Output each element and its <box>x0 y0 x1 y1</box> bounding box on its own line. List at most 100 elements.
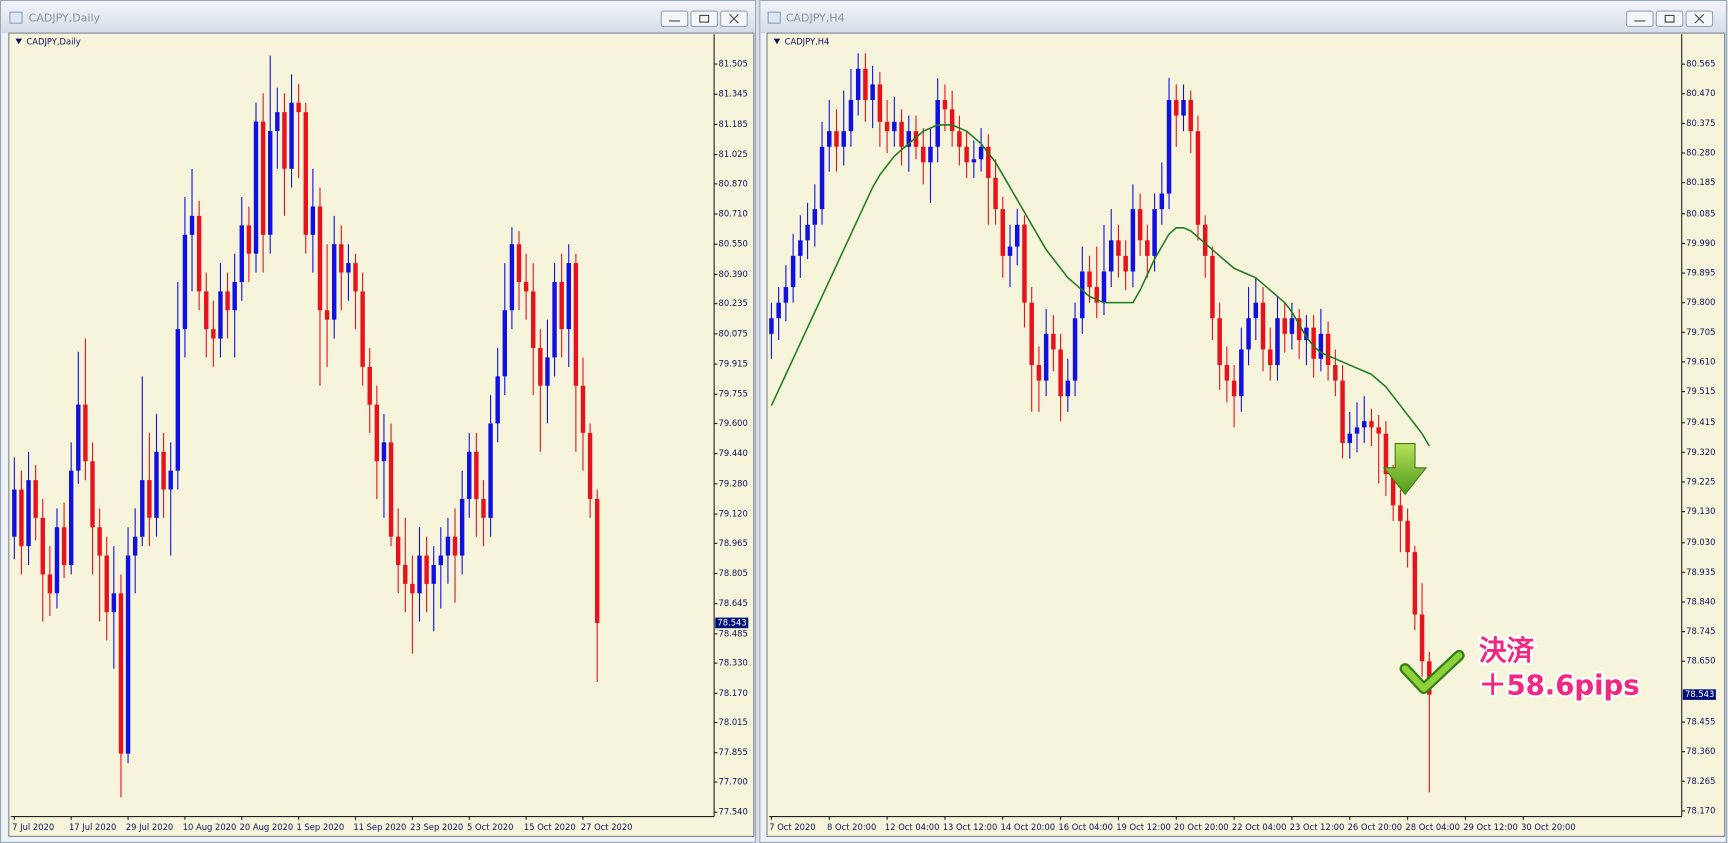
candle-body <box>168 470 173 490</box>
candle-body <box>161 451 166 490</box>
candle-body <box>140 480 145 537</box>
x-tick-label: 22 Oct 04:00 <box>1232 822 1287 832</box>
candle-body <box>1159 193 1165 210</box>
candle-body <box>1210 255 1215 319</box>
candle-body <box>346 263 351 273</box>
window-icon <box>9 11 23 24</box>
candle-body <box>863 68 868 100</box>
x-tick-label: 23 Sep 2020 <box>410 822 463 832</box>
candle-body <box>239 225 244 282</box>
candle-body <box>509 244 515 311</box>
candle-body <box>921 146 926 163</box>
candle-body <box>289 102 294 169</box>
candle-body <box>410 583 415 594</box>
candle-body <box>552 281 557 358</box>
y-tick-label: 78.015 <box>719 717 748 727</box>
x-tick-label: 1 Sep 2020 <box>296 822 344 832</box>
candle-body <box>367 366 372 405</box>
y-tick-label: 79.915 <box>719 359 748 369</box>
x-tick-label: 11 Sep 2020 <box>353 822 406 832</box>
x-tick-label: 17 Jul 2020 <box>69 822 116 832</box>
candle-body <box>1145 240 1150 256</box>
y-tick-label: 78.170 <box>1686 805 1715 815</box>
candle-body <box>1043 333 1049 381</box>
x-tick-label: 23 Oct 12:00 <box>1290 822 1345 832</box>
annotation: ＋58.6pips <box>1479 669 1640 701</box>
candle-body <box>19 489 24 547</box>
candle-body <box>232 281 237 311</box>
candle-body <box>324 310 330 320</box>
candle-body <box>1166 99 1172 194</box>
candle-body <box>1087 271 1092 288</box>
x-tick-label: 7 Jul 2020 <box>12 822 54 832</box>
candle-body <box>331 244 337 320</box>
candle-body <box>268 131 273 235</box>
candle-body <box>1405 520 1410 553</box>
candle-body <box>848 99 854 132</box>
restore-button[interactable] <box>1655 10 1684 28</box>
candle-body <box>381 442 387 462</box>
candle-body <box>1246 318 1251 350</box>
plots: 81.505 81.345 81.185 81.025 80.870 80.710 80.5… <box>11 34 1716 832</box>
candle-body <box>111 593 117 613</box>
candle-body <box>502 310 507 377</box>
candle-body <box>310 206 316 235</box>
candle-body <box>1390 474 1396 506</box>
current-price-box <box>715 617 749 629</box>
candle-body <box>892 121 897 132</box>
candle-body <box>61 527 67 565</box>
candle-body <box>481 498 486 518</box>
y-tick-label: 78.170 <box>719 688 748 698</box>
candle-body <box>942 99 948 110</box>
candle-body <box>769 318 774 334</box>
menu-triangle <box>15 38 23 45</box>
candle-body <box>33 480 38 518</box>
x-tick-label: 28 Oct 04:00 <box>1405 822 1460 832</box>
candle-body <box>531 291 536 348</box>
y-tick-label: 81.505 <box>719 59 748 69</box>
candle-body <box>1094 287 1099 303</box>
y-tick-label: 80.185 <box>1686 177 1715 187</box>
overlays: 決済 ＋58.6pips <box>1383 443 1642 704</box>
candle-body <box>1000 209 1006 256</box>
candle-body <box>957 131 962 147</box>
candle-body <box>218 291 223 339</box>
candle-body <box>993 177 998 210</box>
minimize-button[interactable] <box>1626 10 1654 28</box>
minimize-button[interactable] <box>660 10 689 28</box>
x-tick-label: 29 Jul 2020 <box>126 822 173 832</box>
y-tick-label: 81.185 <box>719 119 748 129</box>
candle-body <box>1253 302 1259 319</box>
x-tick-label: 8 Oct 20:00 <box>827 822 876 832</box>
candle-body <box>790 255 796 288</box>
title-bar <box>1 1 755 34</box>
y-tick-label: 79.280 <box>719 478 748 488</box>
y-tick-label: 78.485 <box>719 628 748 638</box>
candle-body <box>798 240 803 256</box>
chart-area <box>766 32 1726 837</box>
candle-body <box>812 209 818 225</box>
y-tick-label: 79.990 <box>1686 238 1715 248</box>
y-tick-label: 81.025 <box>719 149 748 159</box>
candle-body <box>899 121 904 147</box>
candle-body <box>204 291 209 330</box>
candle-body <box>545 357 550 386</box>
candle-body <box>1419 614 1425 662</box>
candle-body <box>1072 318 1078 381</box>
candle-body <box>147 480 152 518</box>
candle-body <box>964 146 969 163</box>
candle-body <box>935 99 940 147</box>
candle-body <box>1195 131 1201 225</box>
candle-body <box>877 84 883 122</box>
restore-button[interactable] <box>690 10 718 28</box>
candle-body <box>424 555 429 584</box>
menu-triangle <box>773 38 781 45</box>
candle-body <box>1130 209 1136 272</box>
chart-label: CADJPY,H4 <box>785 36 830 46</box>
candle-body <box>388 442 394 537</box>
candle-body <box>819 146 825 210</box>
current-price-label: 78.543 <box>1685 689 1714 699</box>
y-tick-label: 79.120 <box>719 509 748 519</box>
x-tick-label: 5 Oct 2020 <box>467 822 513 832</box>
